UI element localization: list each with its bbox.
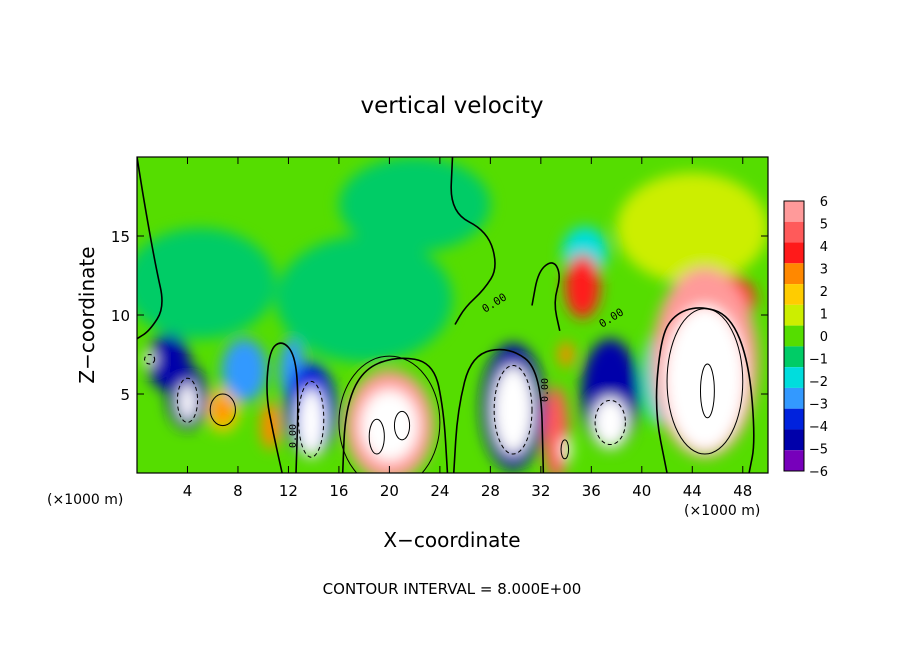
y-tick-label: 15 [111, 228, 130, 246]
negative-contour [594, 399, 626, 446]
colorbar-frame [783, 200, 805, 472]
velocity-cell [178, 382, 197, 421]
y-axis: 5 10 15 [111, 228, 768, 404]
colorbar-swatch [784, 263, 804, 285]
positive-contour [368, 418, 385, 455]
colorbar-label: −3 [809, 398, 828, 413]
zero-contour [531, 262, 561, 331]
x-tick-label: 28 [481, 482, 500, 500]
x-axis: 4 8 12 16 20 24 28 32 36 40 44 48 [183, 157, 752, 500]
y-tick-label: 5 [120, 386, 130, 404]
velocity-cell [338, 157, 491, 252]
x-tick-label: 36 [582, 482, 601, 500]
velocity-cell [360, 389, 419, 462]
colorbar-swatch [784, 221, 804, 243]
colorbar-swatch [784, 242, 804, 264]
x-tick-label: 40 [632, 482, 651, 500]
velocity-cell [616, 172, 768, 284]
velocity-cell [664, 305, 746, 451]
positive-contour [338, 355, 441, 473]
colorbar-swatch [784, 325, 804, 347]
colorbar-label: −5 [809, 443, 828, 458]
zero-contour [655, 307, 755, 473]
velocity-field [137, 157, 768, 473]
zero-contour [452, 348, 545, 473]
negative-contour [144, 354, 156, 365]
positive-contour [699, 363, 715, 419]
colorbar-swatch [784, 346, 804, 368]
velocity-cell [221, 338, 267, 402]
x-tick-label: 16 [329, 482, 348, 500]
x-axis-unit-left: (×1000 m) [47, 492, 123, 508]
x-axis-label: X−coordinate [383, 528, 520, 552]
velocity-cell [592, 397, 628, 448]
colorbar-label: −6 [809, 465, 828, 480]
colorbar-swatch [784, 201, 804, 222]
zero-contour [266, 342, 299, 473]
colorbar-swatch [784, 304, 804, 326]
colorbar-label: −4 [809, 420, 828, 435]
contour-label: 0.00 [540, 378, 551, 402]
x-tick-label: 32 [531, 482, 550, 500]
x-tick-label: 48 [733, 482, 752, 500]
velocity-cell [137, 228, 276, 339]
plot-area: 0.00 0.00 0.00 0.00 [137, 157, 768, 473]
colorbar-label: −1 [809, 353, 828, 368]
colorbar-swatch [784, 387, 804, 409]
y-tick-label: 10 [111, 307, 130, 325]
velocity-cell [558, 341, 574, 368]
zero-contour-lines [137, 157, 755, 473]
negative-contour [298, 380, 325, 458]
chart-title: vertical velocity [361, 93, 544, 119]
x-tick-label: 8 [233, 482, 243, 500]
zero-contour [137, 157, 163, 340]
colorbar-label: 0 [820, 330, 828, 345]
colorbar: 6 5 4 3 2 1 0 −1 −2 −3 −4 −5 −6 [783, 195, 828, 480]
colorbar-label: −2 [809, 375, 828, 390]
positive-contour [560, 439, 570, 460]
contour-label: 0.00 [288, 424, 299, 448]
zero-contour [341, 357, 449, 473]
y-axis-label: Z−coordinate [75, 246, 99, 383]
x-tick-label: 12 [279, 482, 298, 500]
x-tick-label: 20 [380, 482, 399, 500]
velocity-cell [492, 365, 534, 455]
velocity-cell [561, 436, 572, 462]
colorbar-label: 5 [820, 218, 828, 233]
positive-contour [393, 410, 411, 441]
x-tick-label: 24 [430, 482, 449, 500]
x-axis-unit-right: (×1000 m) [684, 503, 760, 519]
colorbar-label: 2 [820, 285, 828, 300]
colorbar-label: 6 [820, 195, 828, 210]
velocity-cell [564, 254, 601, 319]
zero-contour [450, 157, 496, 325]
velocity-cell [297, 387, 326, 458]
colorbar-swatch [784, 408, 804, 430]
velocity-cell [275, 236, 453, 363]
colorbar-swatch [784, 450, 804, 471]
positive-contour [209, 393, 236, 427]
velocity-cell [213, 395, 232, 425]
velocity-cell [260, 401, 281, 450]
colorbar-swatch [784, 284, 804, 305]
negative-contour [493, 365, 533, 455]
colorbar-label: 3 [820, 263, 828, 278]
x-tick-label: 44 [683, 482, 702, 500]
contour-interval-note: CONTOUR INTERVAL = 8.000E+00 [323, 580, 582, 598]
colorbar-swatch [784, 367, 804, 388]
colorbar-label: 4 [820, 240, 828, 255]
colorbar-label: 1 [820, 308, 828, 323]
negative-contour [176, 377, 199, 423]
x-tick-label: 4 [183, 482, 193, 500]
colorbar-swatch [784, 429, 804, 451]
